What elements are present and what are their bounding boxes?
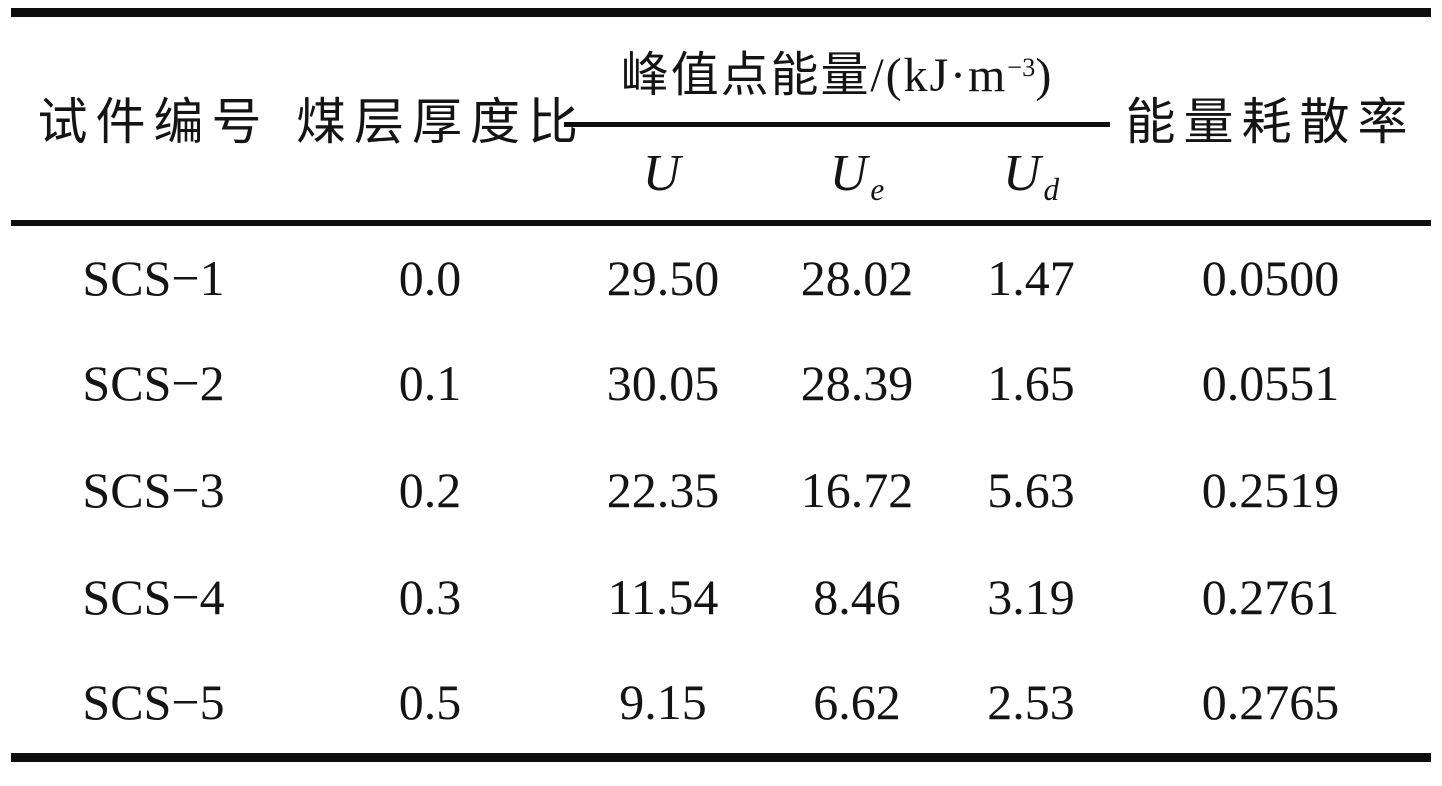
col-header-u-total: U xyxy=(564,125,762,223)
table-row: SCS−5 0.5 9.15 6.62 2.53 0.2765 xyxy=(11,651,1431,758)
cell-dissipation-rate: 0.2761 xyxy=(1201,569,1340,625)
cell-specimen-id: SCS−3 xyxy=(82,462,225,518)
table-row: SCS−3 0.2 22.35 16.72 5.63 0.2519 xyxy=(11,437,1431,544)
cell-u-elastic: 28.39 xyxy=(800,355,914,411)
cell-dissipation-rate: 0.2519 xyxy=(1201,462,1340,518)
table-header: 试件编号 煤层厚度比 峰值点能量/(kJ·m−3) 能量耗散率 U Ue Ud xyxy=(11,12,1432,223)
cell-u-dissipated: 2.53 xyxy=(987,673,1075,730)
cell-ratio: 0.2 xyxy=(398,462,462,518)
cell-u-elastic: 8.46 xyxy=(813,569,901,625)
cell-dissipation-rate: 0.0551 xyxy=(1201,355,1340,411)
cell-ratio: 0.0 xyxy=(398,249,462,306)
cell-dissipation-rate: 0.2765 xyxy=(1201,673,1340,730)
header-row-group: 试件编号 煤层厚度比 峰值点能量/(kJ·m−3) 能量耗散率 xyxy=(11,12,1431,150)
cell-u-dissipated: 3.19 xyxy=(987,569,1075,625)
peak-energy-exponent: −3 xyxy=(1007,51,1036,82)
cell-u-dissipated: 5.63 xyxy=(987,462,1075,518)
cell-u-total: 22.35 xyxy=(606,462,720,518)
table-row: SCS−2 0.1 30.05 28.39 1.65 0.0551 xyxy=(11,330,1431,437)
cell-specimen-id: SCS−1 xyxy=(82,249,225,306)
cell-ratio: 0.3 xyxy=(398,569,462,625)
cell-specimen-id: SCS−4 xyxy=(82,569,225,625)
cell-ratio: 0.5 xyxy=(398,673,462,730)
peak-energy-base: 峰值点能量/(kJ·m xyxy=(620,48,1008,102)
cell-ratio: 0.1 xyxy=(398,355,462,411)
table-body: SCS−1 0.0 29.50 28.02 1.47 0.0500 SCS−2 … xyxy=(11,223,1431,758)
col-header-u-elastic: Ue xyxy=(762,125,952,223)
cell-u-dissipated: 1.65 xyxy=(987,355,1075,411)
cell-u-elastic: 6.62 xyxy=(813,673,901,730)
peak-energy-close: ) xyxy=(1035,48,1054,102)
u-elastic-symbol: U xyxy=(829,144,868,202)
table-row: SCS−4 0.3 11.54 8.46 3.19 0.2761 xyxy=(11,544,1431,651)
cell-dissipation-rate: 0.0500 xyxy=(1201,249,1340,306)
energy-table: 试件编号 煤层厚度比 峰值点能量/(kJ·m−3) 能量耗散率 U Ue Ud … xyxy=(11,8,1432,762)
cell-u-total: 11.54 xyxy=(607,569,719,625)
cell-u-elastic: 28.02 xyxy=(800,249,914,306)
cell-specimen-id: SCS−5 xyxy=(82,673,225,730)
cell-u-total: 9.15 xyxy=(619,673,707,730)
u-dissipated-symbol: U xyxy=(1002,144,1041,202)
u-elastic-subscript: e xyxy=(870,171,885,207)
u-total-symbol: U xyxy=(642,144,681,202)
col-header-specimen-id: 试件编号 xyxy=(37,94,270,151)
cell-u-total: 29.50 xyxy=(606,249,720,306)
cell-u-total: 30.05 xyxy=(606,355,720,411)
cell-specimen-id: SCS−2 xyxy=(82,355,225,411)
col-header-energy-dissipation-rate: 能量耗散率 xyxy=(1125,94,1416,151)
u-dissipated-subscript: d xyxy=(1043,171,1060,207)
cell-u-dissipated: 1.47 xyxy=(987,249,1075,306)
table-row: SCS−1 0.0 29.50 28.02 1.47 0.0500 xyxy=(11,223,1431,330)
col-header-u-dissipated: Ud xyxy=(952,125,1110,223)
col-header-coal-thickness-ratio: 煤层厚度比 xyxy=(296,94,586,151)
col-group-peak-energy: 峰值点能量/(kJ·m−3) xyxy=(564,12,1111,127)
header-row-symbols: U Ue Ud xyxy=(11,125,1431,223)
cell-u-elastic: 16.72 xyxy=(800,462,914,518)
